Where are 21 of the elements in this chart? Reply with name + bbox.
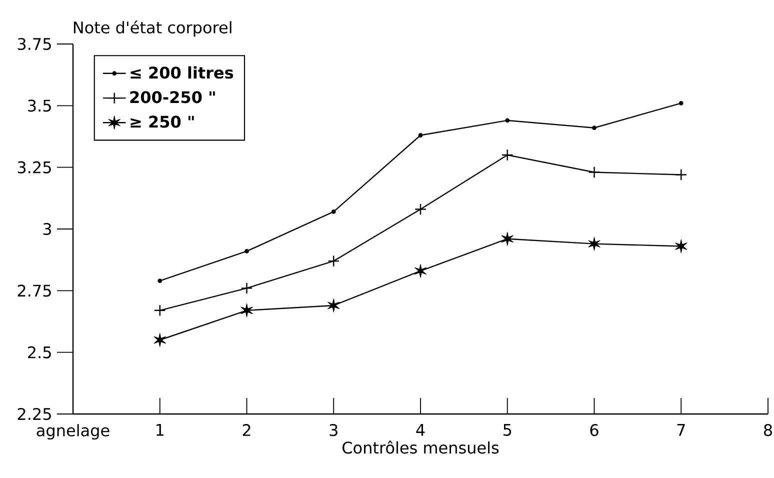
legend-label: ≤ 200 litres: [130, 66, 234, 79]
y-tick-label: 2.5: [28, 346, 51, 358]
x-tick-label: 3: [330, 424, 338, 436]
y-tick-label: 2.25: [18, 408, 51, 420]
x-tick-label: agnelage: [36, 424, 110, 440]
x-axis-title: Contrôles mensuels: [342, 440, 499, 454]
x-tick-label: 2: [242, 424, 250, 436]
y-axis-title: Note d'état corporel: [74, 20, 232, 37]
x-tick-label: 6: [590, 424, 598, 436]
legend-label: 200-250 ": [130, 91, 215, 104]
x-tick-label: 4: [416, 424, 425, 436]
x-tick-label: 5: [504, 424, 512, 436]
y-tick-label: 3.75: [18, 38, 51, 50]
x-tick-label: 7: [677, 424, 685, 436]
y-tick-label: 2.75: [18, 284, 51, 297]
x-tick-label: 1: [156, 424, 164, 436]
y-tick-label: 3.25: [18, 161, 51, 174]
x-tick-label: 8: [764, 424, 772, 436]
y-tick-label: 3: [43, 222, 51, 236]
legend-label: ≥ 250 ": [130, 116, 194, 128]
y-tick-label: 3.5: [28, 100, 51, 112]
